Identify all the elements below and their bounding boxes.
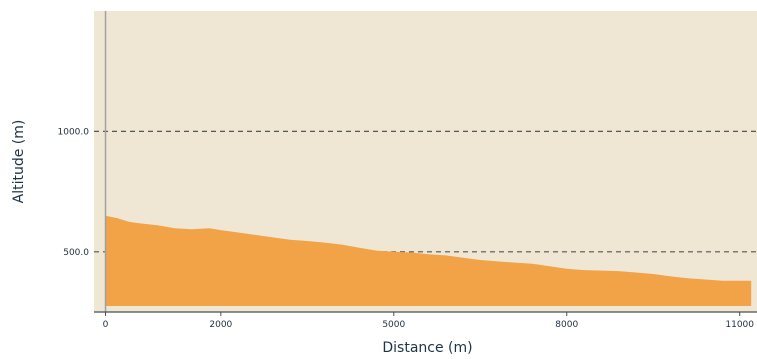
x-tick-label: 8000: [555, 320, 578, 330]
x-tick-label: 0: [103, 320, 109, 330]
x-tick-label: 11000: [725, 320, 754, 330]
x-tick-labels: 0 2000 5000 8000 11000: [103, 312, 754, 330]
x-tick-label: 2000: [209, 320, 232, 330]
y-tick-label: 1000.0: [58, 127, 90, 137]
y-tick-labels: 500.0 1000.0: [58, 127, 90, 257]
y-axis-label: Altitude (m): [11, 120, 27, 204]
y-tick-label: 500.0: [63, 248, 89, 258]
x-axis-label: Distance (m): [382, 340, 472, 356]
altitude-area: [105, 215, 752, 306]
x-tick-label: 5000: [382, 320, 405, 330]
